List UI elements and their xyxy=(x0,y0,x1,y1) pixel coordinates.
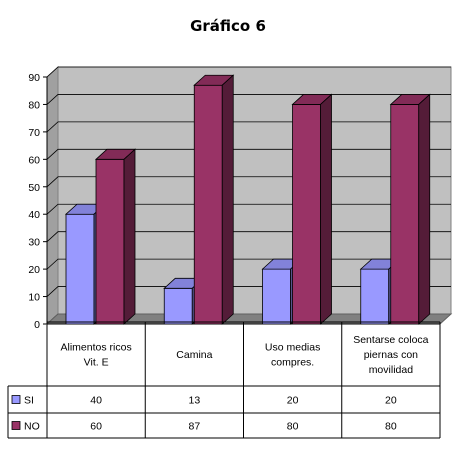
category-label: Uso medias compres. xyxy=(265,342,320,369)
category-label-line: Vit. E xyxy=(84,357,109,369)
data-label: 80 xyxy=(385,421,397,433)
category-label: Alimentos ricos Vit. E xyxy=(61,342,132,369)
bar-no-3 xyxy=(291,93,333,325)
gridline xyxy=(46,66,451,78)
bar-front xyxy=(262,268,291,325)
bar-front xyxy=(65,213,95,325)
bar-no-4 xyxy=(389,93,431,325)
data-label: 80 xyxy=(287,421,299,433)
y-tick-label: 50 xyxy=(28,182,40,194)
y-tick-label: 70 xyxy=(28,127,40,139)
data-table: Alimentos ricos Vit. E Camina Uso medias com… xyxy=(7,321,441,439)
category-label: Camina xyxy=(176,349,212,361)
chart-side-wall xyxy=(46,65,59,326)
bar-no-1 xyxy=(94,148,137,325)
legend-label-si: SI xyxy=(24,395,34,407)
bar-no-2 xyxy=(193,74,235,325)
y-tick-label: 20 xyxy=(28,264,40,276)
category-label-line: Camina xyxy=(176,349,212,361)
category-label-line: Alimentos ricos xyxy=(61,342,132,354)
bar-front xyxy=(360,268,390,325)
bar-side xyxy=(221,74,234,325)
category-label: Sentarse coloca piernas con movilidad xyxy=(353,334,428,376)
data-label: 20 xyxy=(287,395,299,407)
legend-swatch-si xyxy=(11,395,21,404)
category-label-line: piernas con xyxy=(364,349,418,361)
y-tick-label: 0 xyxy=(34,319,40,331)
bar-front xyxy=(163,287,193,325)
bar-front xyxy=(95,158,125,325)
data-label: 13 xyxy=(189,395,201,407)
bar-front xyxy=(193,84,223,325)
bar-side xyxy=(123,148,136,325)
y-tick-label: 40 xyxy=(28,209,40,221)
data-label: 20 xyxy=(385,395,397,407)
plot-area: 0 10 20 30 40 50 60 70 80 90 xyxy=(28,65,453,331)
category-label-line: movilidad xyxy=(369,364,414,376)
chart-title: Gráfico 6 xyxy=(190,17,266,35)
bar-front xyxy=(390,104,420,325)
bar-front xyxy=(292,104,321,325)
legend-label-no: NO xyxy=(24,421,40,433)
category-label-line: compres. xyxy=(271,357,314,369)
legend-swatch-no xyxy=(11,421,21,430)
y-tick-label: 60 xyxy=(28,154,40,166)
bar-side xyxy=(418,93,431,325)
bar-side xyxy=(320,93,332,325)
y-tick-label: 30 xyxy=(28,237,40,249)
data-label: 40 xyxy=(90,395,102,407)
category-label-line: Uso medias xyxy=(265,342,320,354)
y-tick-label: 80 xyxy=(28,99,40,111)
category-label-line: Sentarse coloca xyxy=(353,334,428,346)
data-label: 60 xyxy=(90,421,102,433)
y-tick-label: 90 xyxy=(28,72,40,84)
y-tick-label: 10 xyxy=(28,292,40,304)
data-label: 87 xyxy=(189,421,201,433)
